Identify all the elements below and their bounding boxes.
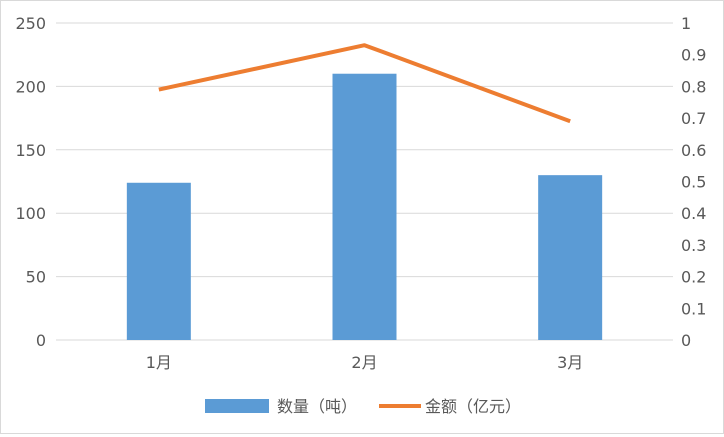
bar-1	[126, 182, 191, 340]
category-axis: 1月 2月 3月	[146, 353, 584, 372]
category-label: 3月	[557, 353, 583, 372]
right-axis-tick-label: 0.1	[681, 299, 706, 318]
right-axis-tick-label: 1	[681, 14, 691, 33]
right-axis-tick-label: 0.2	[681, 268, 706, 287]
right-axis-tick-label: 0.7	[681, 109, 706, 128]
left-axis-tick-label: 0	[36, 331, 46, 350]
left-axis-tick-label: 250	[15, 14, 46, 33]
legend: 数量（吨） 金额（亿元）	[205, 397, 521, 416]
right-axis-tick-label: 0.6	[681, 141, 706, 160]
right-axis-tick-label: 0.3	[681, 236, 706, 255]
right-axis-tick-label: 0.9	[681, 46, 706, 65]
bar-series	[126, 73, 603, 340]
legend-label-line: 金额（亿元）	[425, 397, 521, 416]
category-label: 2月	[351, 353, 377, 372]
left-axis-tick-label: 50	[26, 268, 46, 287]
line-series-path	[158, 43, 571, 124]
right-axis-tick-label: 0.5	[681, 173, 706, 192]
legend-swatch-bar	[205, 399, 269, 413]
bar-3	[538, 175, 603, 340]
left-axis-ticks: 0 50 100 150 200 250	[15, 14, 46, 350]
right-axis-ticks: 0 0.1 0.2 0.3 0.4 0.5 0.6 0.7 0.8 0.9 1	[681, 14, 706, 350]
right-axis-tick-label: 0.4	[681, 204, 706, 223]
left-axis-tick-label: 100	[15, 204, 46, 223]
left-axis-tick-label: 200	[15, 77, 46, 96]
line-series	[158, 43, 571, 124]
bar-2	[332, 73, 397, 340]
right-axis-tick-label: 0.8	[681, 77, 706, 96]
right-axis-tick-label: 0	[681, 331, 691, 350]
left-axis-tick-label: 150	[15, 141, 46, 160]
legend-label-bar: 数量（吨）	[277, 397, 357, 416]
category-label: 1月	[146, 353, 172, 372]
